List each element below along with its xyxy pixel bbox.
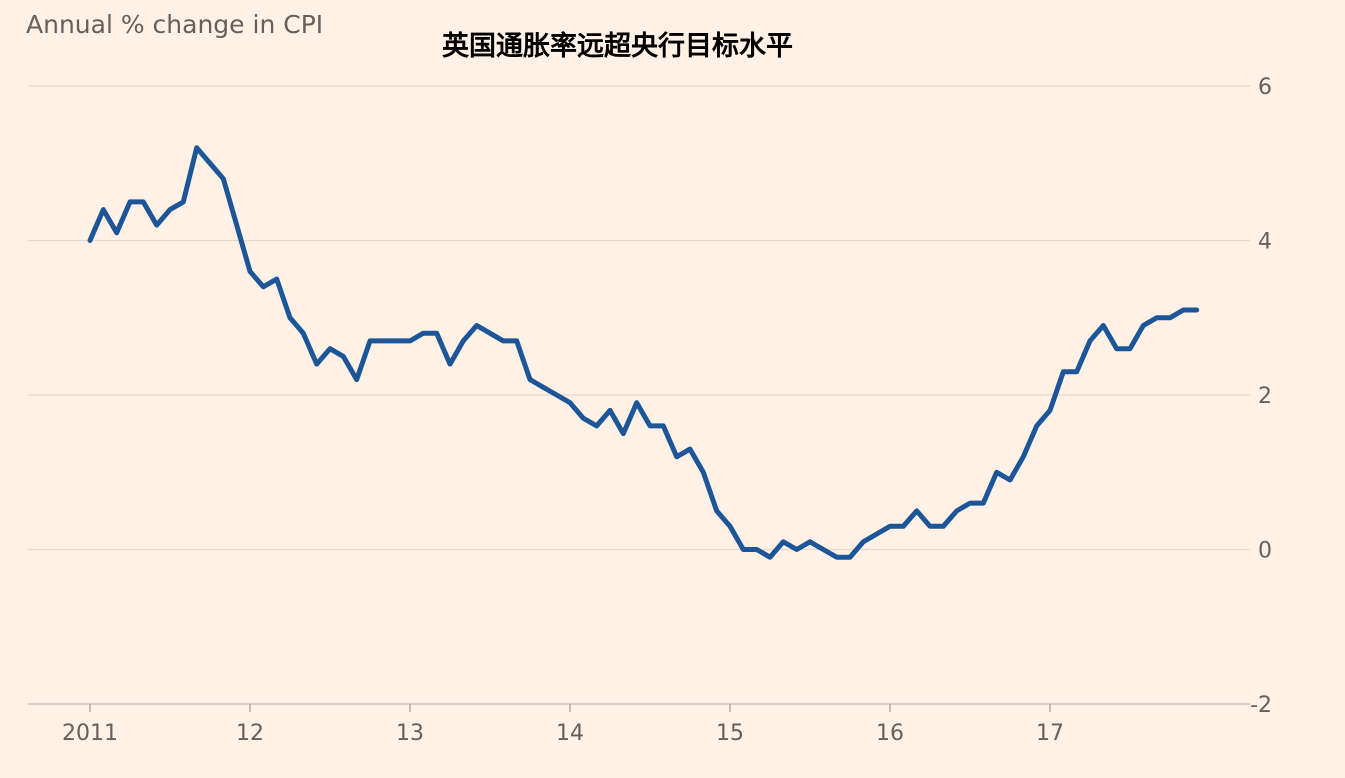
series-group [87, 145, 1200, 560]
x-tick-label: 12 [236, 721, 264, 746]
y-tick-label: 4 [1258, 230, 1272, 255]
x-tick-label: 13 [396, 721, 424, 746]
x-tick-label: 16 [876, 721, 904, 746]
y-tick-label: -2 [1250, 693, 1272, 718]
y-axis-label: Annual % change in CPI [26, 10, 324, 39]
x-tick-label: 15 [716, 721, 744, 746]
series-line-cpi [87, 145, 1200, 560]
y-tick-labels: 6 4 2 0 -2 [1250, 75, 1272, 718]
gridlines [28, 85, 1250, 705]
x-tick-label: 14 [556, 721, 584, 746]
y-tick-label: 0 [1258, 539, 1272, 564]
x-tick-label: 17 [1036, 721, 1064, 746]
y-tick-label: 2 [1258, 384, 1272, 409]
chart-title: 英国通胀率远超央行目标水平 [442, 31, 793, 62]
x-tick-labels: 2011 12 13 14 15 16 17 [62, 704, 1064, 746]
x-tick-label: 2011 [62, 721, 118, 746]
y-tick-label: 6 [1258, 75, 1272, 100]
